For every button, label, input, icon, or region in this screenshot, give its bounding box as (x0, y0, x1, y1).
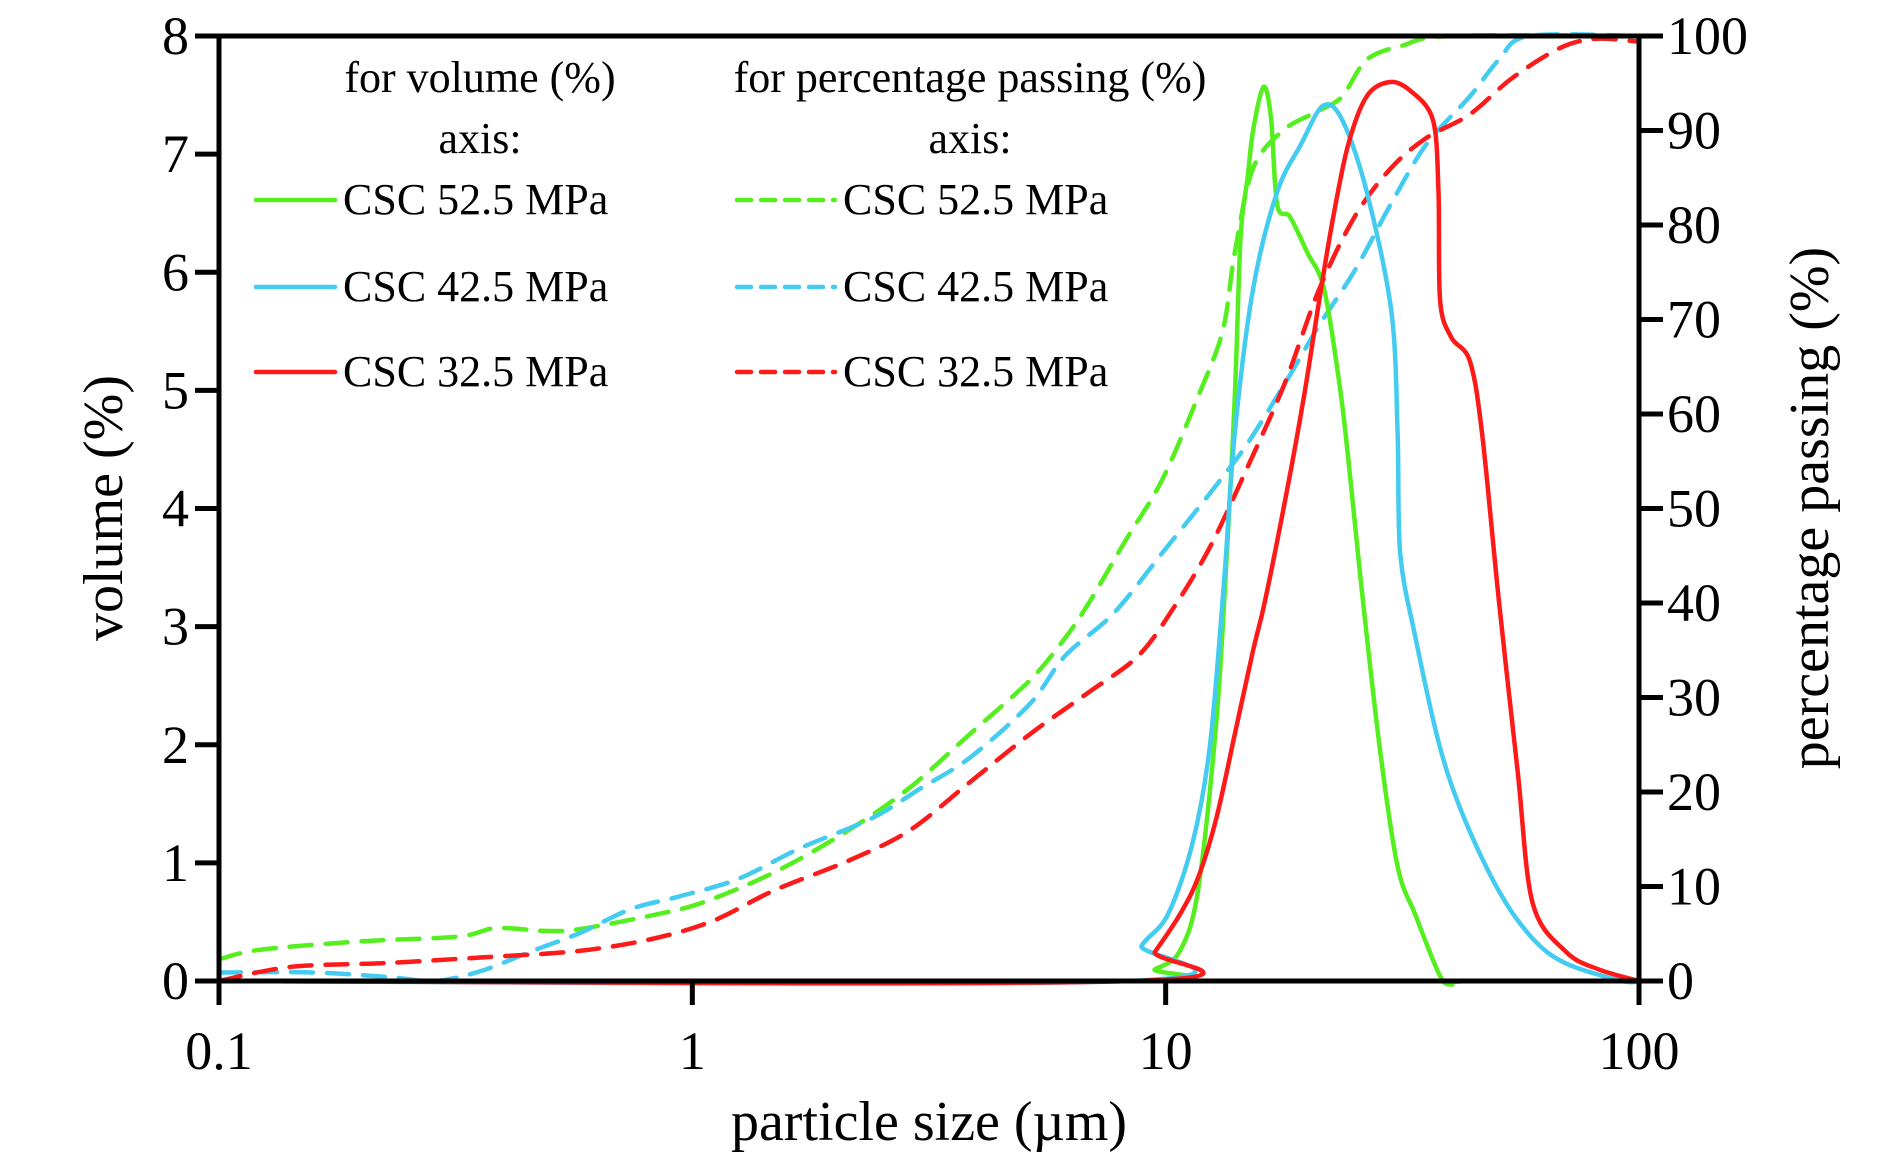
y2-tick-label-30: 30 (1667, 668, 1721, 728)
y-tick-label-3: 3 (162, 597, 189, 657)
axes-layer (195, 33, 1642, 1005)
series-dashed-csc-52-5-mpa (216, 33, 1642, 962)
y-axis-left-title: volume (%) (73, 375, 135, 641)
y2-tick-label-90: 90 (1667, 101, 1721, 161)
y-tick-label-4: 4 (162, 479, 189, 539)
legend-group-passing: for percentage passing (%) axis: CSC 52.… (734, 53, 1207, 396)
legend-passing-title-line2: axis: (928, 114, 1011, 163)
series-dashed-csc-32-5-mpa (216, 36, 1642, 984)
legend-volume-title-line1: for volume (%) (344, 53, 615, 102)
y2-tick-label-10: 10 (1667, 857, 1721, 917)
y2-tick-label-50: 50 (1667, 479, 1721, 539)
y2-tick-label-20: 20 (1667, 762, 1721, 822)
legend-group-volume: for volume (%) axis: CSC 52.5 MPa CSC 42… (253, 53, 616, 396)
series-solid-csc-42-5-mpa (216, 102, 1642, 986)
series-solid-csc-32-5-mpa (216, 79, 1642, 986)
y-tick-label-5: 5 (162, 360, 189, 420)
y2-tick-label-0: 0 (1667, 951, 1694, 1011)
x-tick-label-0-1: 0.1 (185, 1021, 253, 1081)
y2-tick-label-80: 80 (1667, 195, 1721, 255)
y-tick-label-7: 7 (162, 124, 189, 184)
legend-volume-title-line2: axis: (438, 114, 521, 163)
legend-label-solid-42-5: CSC 42.5 MPa (343, 262, 608, 311)
x-tick-label-10: 10 (1139, 1021, 1193, 1081)
y-axis-right-title: percentage passing (%) (1779, 247, 1841, 769)
legend-passing-title-line1: for percentage passing (%) (734, 53, 1207, 102)
series-layer (216, 32, 1642, 987)
y2-tick-label-100: 100 (1667, 6, 1748, 66)
x-tick-label-100: 100 (1599, 1021, 1680, 1081)
legend-label-dashed-32-5: CSC 32.5 MPa (843, 347, 1108, 396)
x-axis-title: particle size (µm) (731, 1091, 1127, 1153)
legend-label-dashed-52-5: CSC 52.5 MPa (843, 175, 1108, 224)
y2-tick-label-60: 60 (1667, 384, 1721, 444)
y-tick-label-6: 6 (162, 242, 189, 302)
y-tick-label-2: 2 (162, 715, 189, 775)
legend-label-dashed-42-5: CSC 42.5 MPa (843, 262, 1108, 311)
series-solid-csc-52-5-mpa (216, 84, 1642, 987)
legend: for volume (%) axis: CSC 52.5 MPa CSC 42… (253, 53, 1207, 396)
y-tick-label-8: 8 (162, 6, 189, 66)
y2-tick-label-70: 70 (1667, 290, 1721, 350)
y-tick-label-1: 1 (162, 833, 189, 893)
y-tick-label-0: 0 (162, 951, 189, 1011)
legend-label-solid-52-5: CSC 52.5 MPa (343, 175, 608, 224)
legend-label-solid-32-5: CSC 32.5 MPa (343, 347, 608, 396)
x-tick-label-1: 1 (679, 1021, 706, 1081)
y2-tick-label-40: 40 (1667, 573, 1721, 633)
